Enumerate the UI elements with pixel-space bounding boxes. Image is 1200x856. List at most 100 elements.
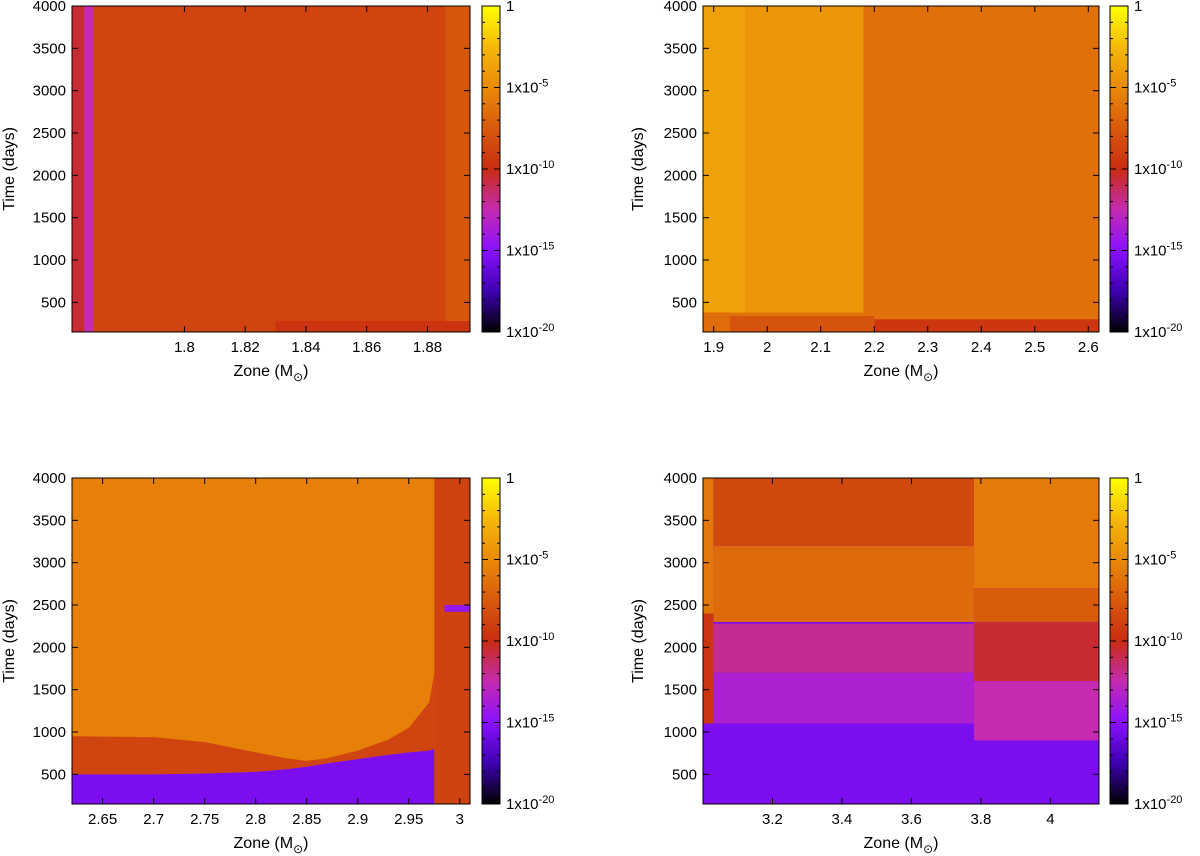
y-tick-label: 3000 <box>33 83 66 100</box>
plot-frame <box>702 5 1100 333</box>
y-tick-label: 500 <box>41 294 66 311</box>
x-axis-label-subscript: ⊙ <box>293 370 303 384</box>
y-tick-label: 1500 <box>664 682 697 699</box>
y-tick-label: 4000 <box>664 0 697 15</box>
x-axis-label-close: ) <box>303 363 308 380</box>
y-tick-label: 1500 <box>664 210 697 227</box>
heatmap-region <box>444 605 470 612</box>
colorbar-tick-label: 1x10-15 <box>1134 713 1182 732</box>
colorbar-tick-exponent: -5 <box>1167 78 1177 90</box>
colorbar-tick-label: 1x10-5 <box>1134 550 1176 569</box>
heatmap-region <box>713 623 974 673</box>
colorbar-tick-exponent: -15 <box>539 241 555 253</box>
heatmap-area <box>703 478 1099 804</box>
heatmap-area <box>703 6 1099 332</box>
panel-3: 2.65 2.7 2.75 2.8 2.85 2.9 2.95 350010001500200… <box>1 470 554 856</box>
x-tick-label: 3.8 <box>970 811 991 828</box>
heatmap-region <box>973 621 1099 682</box>
x-axis-label-close: ) <box>933 363 938 380</box>
y-tick-label: 2500 <box>664 125 697 142</box>
x-axis-label-close: ) <box>933 835 938 852</box>
y-tick-label: 3500 <box>33 40 66 57</box>
colorbar-tick-label: 1 <box>1134 0 1142 15</box>
heatmap-region-lower <box>72 748 435 804</box>
colorbar: 1 1x10-5 1x10-10 1x10-15 1x10-20 <box>1109 0 1182 341</box>
y-tick-label: 1000 <box>33 252 66 269</box>
y-tick-label: 1000 <box>664 252 697 269</box>
y-axis-label: Time (days) <box>1 127 18 211</box>
panel-2: 1.9 2 2.1 2.2 2.3 2.4 2.5 2.6 500 1000 1500 2000 250… <box>630 0 1182 384</box>
heatmap-region <box>434 478 470 804</box>
colorbar-tick-exponent: -10 <box>539 631 555 643</box>
y-tick-label: 2500 <box>664 597 697 614</box>
y-axis-label: Time (days) <box>630 599 647 683</box>
y-tick-label: 3000 <box>664 555 697 572</box>
y-tick-label: 500 <box>41 766 66 783</box>
colorbar-tick-exponent: -20 <box>1167 794 1183 806</box>
colorbar-tick-label: 1x10-5 <box>1134 78 1176 97</box>
colorbar-tick-exponent: -10 <box>539 159 555 171</box>
colorbar-tick-exponent: -5 <box>1167 550 1177 562</box>
plot-frame <box>702 477 1100 805</box>
x-tick-label: 3 <box>456 811 464 828</box>
y-tick-label: 2000 <box>664 167 697 184</box>
x-tick-label: 4 <box>1046 811 1054 828</box>
y-tick-label: 2000 <box>664 639 697 656</box>
heatmap-region <box>973 588 1099 622</box>
heatmap-region <box>973 681 1099 741</box>
x-tick-label: 2.1 <box>810 339 831 356</box>
x-tick-label: 2.2 <box>864 339 885 356</box>
x-axis-label-close: ) <box>303 835 308 852</box>
x-axis-label-subscript: ⊙ <box>293 842 303 856</box>
y-tick-label: 4000 <box>33 470 66 487</box>
colorbar-tick-label: 1x10-20 <box>506 794 554 813</box>
colorbar-tick-exponent: -20 <box>539 322 555 334</box>
x-tick-label: 2.75 <box>190 811 219 828</box>
x-tick-label: 3.6 <box>901 811 922 828</box>
x-tick-label: 1.86 <box>352 339 381 356</box>
heatmap-region <box>973 478 1099 589</box>
x-tick-label: 1.84 <box>291 339 320 356</box>
colorbar-tick-label: 1x10-5 <box>506 78 548 97</box>
colorbar-tick-label: 1x10-5 <box>506 550 548 569</box>
x-tick-label: 2.85 <box>292 811 321 828</box>
colorbar-tick-label: 1 <box>506 470 514 487</box>
colorbar-tick-exponent: -5 <box>539 550 549 562</box>
heatmap-region <box>863 6 1099 317</box>
panel-4: 3.2 3.4 3.6 3.8 4 500 1000 1500 2000 2500 3000 3500… <box>630 470 1182 856</box>
y-tick-label: 4000 <box>33 0 66 15</box>
y-axis-label: Time (days) <box>1 599 18 683</box>
x-tick-label: 1.82 <box>231 339 260 356</box>
colorbar-tick-label: 1x10-20 <box>1134 322 1182 341</box>
y-tick-label: 500 <box>672 766 697 783</box>
y-tick-label: 3500 <box>33 512 66 529</box>
x-tick-label: 2.8 <box>245 811 266 828</box>
colorbar-tick-label: 1x10-15 <box>506 241 554 260</box>
x-tick-label: 3.4 <box>832 811 853 828</box>
x-tick-label: 2.95 <box>394 811 423 828</box>
colorbar-tick-label: 1x10-15 <box>1134 241 1182 260</box>
y-tick-label: 3500 <box>664 40 697 57</box>
x-axis-label-subscript: ⊙ <box>923 370 933 384</box>
heatmap-region-upper <box>72 478 435 761</box>
y-tick-label: 1000 <box>33 724 66 741</box>
colorbar-tick-exponent: -20 <box>1167 322 1183 334</box>
heatmap-region <box>745 6 864 313</box>
colorbar-tick-exponent: -10 <box>1167 631 1183 643</box>
y-tick-label: 1000 <box>664 724 697 741</box>
y-tick-label: 4000 <box>664 470 697 487</box>
colorbar: 1 1x10-5 1x10-10 1x10-15 1x10-20 <box>1109 470 1183 813</box>
y-tick-label: 2000 <box>33 167 66 184</box>
colorbar-tick-label: 1x10-10 <box>506 159 554 178</box>
x-tick-label: 2.4 <box>971 339 992 356</box>
x-axis-label: Zone (M⊙) <box>234 835 309 856</box>
heatmap-area <box>72 478 470 804</box>
heatmap-region <box>72 6 85 332</box>
plot-frame <box>71 477 471 805</box>
colorbar-tick-label: 1x10-10 <box>1134 631 1182 650</box>
colorbar-tick-label: 1x10-20 <box>506 322 554 341</box>
x-axis-label: Zone (M⊙) <box>864 835 939 856</box>
y-tick-label: 3500 <box>664 512 697 529</box>
colorbar-tick-exponent: -20 <box>539 794 555 806</box>
heatmap-region <box>713 545 974 622</box>
